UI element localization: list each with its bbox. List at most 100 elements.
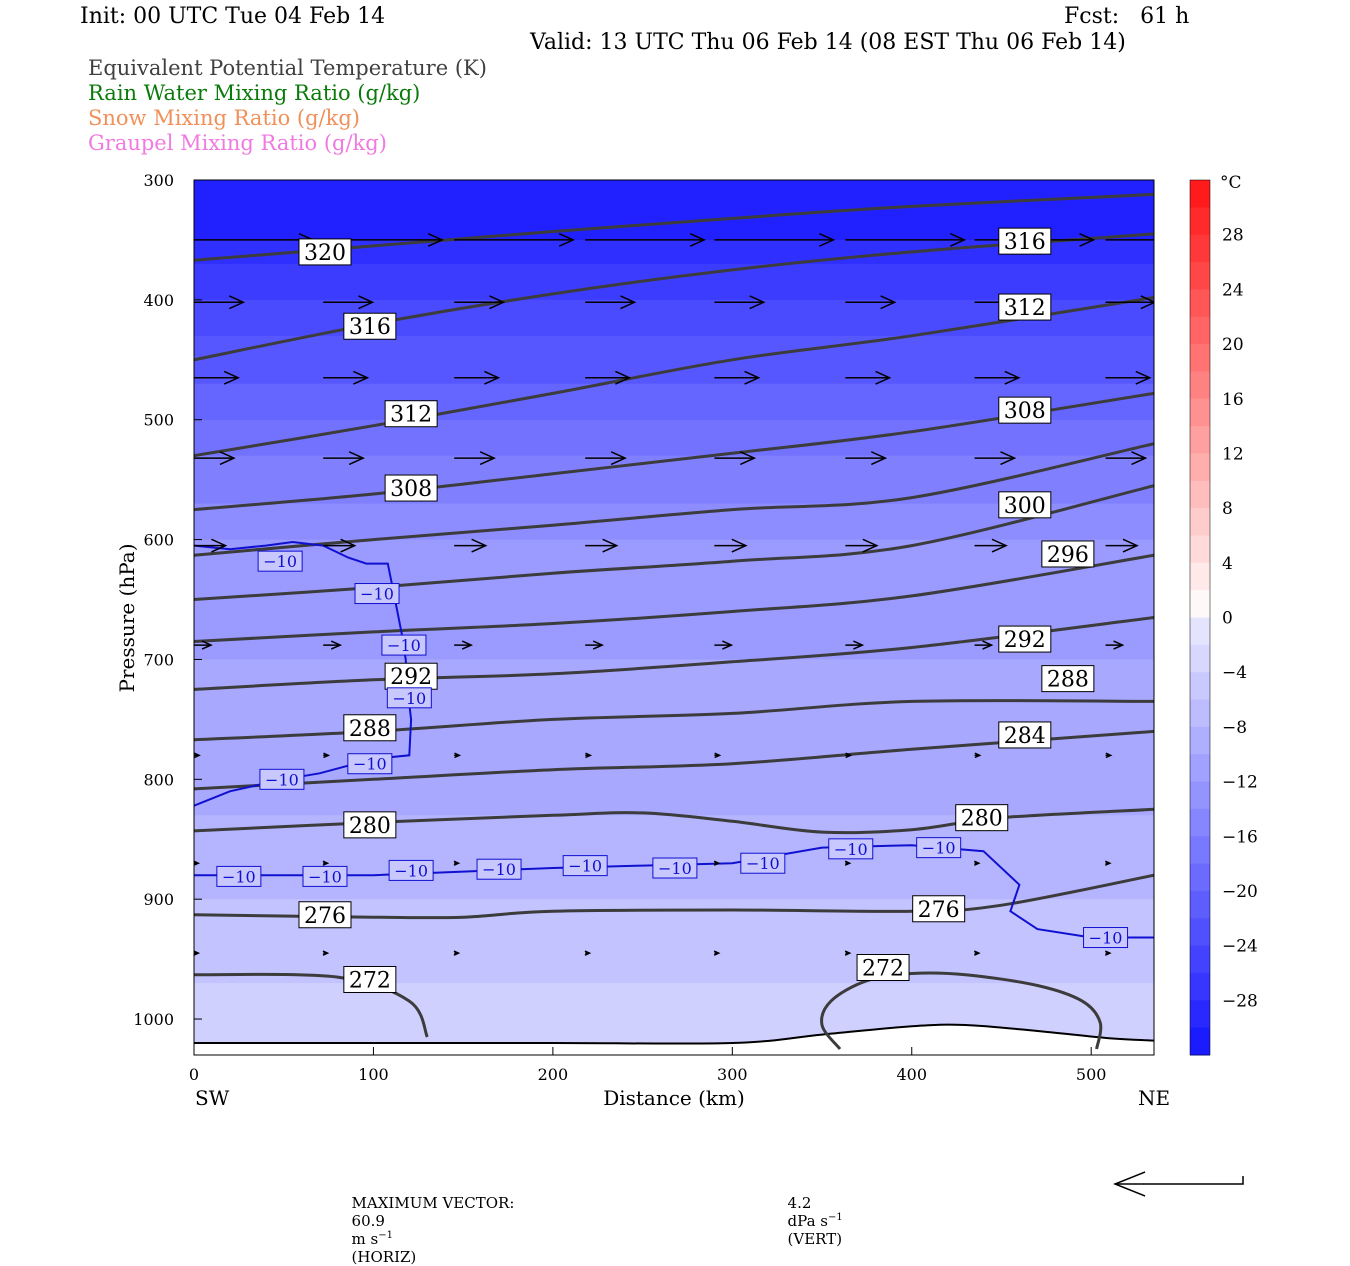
shade-band [194, 839, 1154, 853]
shade-band [194, 755, 1154, 769]
shade-band [194, 503, 1154, 517]
shade-band [194, 203, 1154, 217]
wind-vector-head [1000, 451, 1017, 466]
theta-e-contour [194, 296, 1154, 458]
colorbar-segment [1190, 262, 1210, 290]
colorbar-segment [1190, 453, 1210, 482]
wind-vector-head [592, 640, 605, 650]
shade-band [194, 923, 1154, 937]
contour-label: 316 [349, 315, 391, 340]
contour-label-box [955, 804, 1009, 832]
reference-vector-arrow [1112, 1171, 1244, 1197]
colorbar-segment [1190, 617, 1210, 646]
wind-vector-head [844, 950, 852, 956]
wind-vector-head [322, 950, 330, 956]
colorbar-segment [1190, 562, 1210, 591]
shade-band [194, 227, 1154, 241]
wind-vector-head [853, 640, 865, 650]
isotherm-label: −10 [394, 861, 428, 880]
x-tick-label: 300 [717, 1065, 748, 1084]
contour-label: 288 [1047, 668, 1089, 693]
isotherm-label-box [1083, 927, 1129, 949]
shade-band [194, 623, 1154, 637]
contour-label-box [998, 227, 1052, 255]
shade-band [194, 251, 1154, 265]
y-tick-label: 1000 [133, 1010, 174, 1029]
y-tick-label: 800 [143, 770, 174, 789]
contour-label: 272 [862, 957, 904, 982]
colorbar-segment [1190, 371, 1210, 400]
shade-band [194, 707, 1154, 721]
colorbar-segment [1190, 644, 1210, 673]
colorbar-tick-label: 20 [1222, 335, 1244, 355]
colorbar: °C 28 24 20 16 12 8 4 0 −4 −8 −12 −16 −20 −24 −28 [1189, 173, 1258, 1056]
y-tick-label: 400 [143, 291, 174, 310]
wind-vector-head [722, 640, 734, 650]
theta-e-contour [194, 553, 1154, 643]
wind-vector-head [585, 752, 593, 759]
isotherm-label-box [259, 768, 305, 790]
plot-frame [193, 179, 1155, 1056]
shade-band [194, 371, 1154, 385]
contour-label-box [1041, 665, 1095, 693]
isotherm-label-box [216, 865, 262, 887]
shade-band [194, 275, 1154, 289]
wind-vector-head [1104, 860, 1112, 866]
colorbar-tick-label: −12 [1222, 773, 1258, 793]
colorbar-segment [1190, 863, 1210, 892]
contour-label-box [298, 901, 352, 929]
colorbar-segment [1190, 289, 1210, 318]
contour-label-box [298, 238, 352, 266]
wind-vector-head [713, 860, 721, 866]
wind-vector-head [1004, 370, 1021, 385]
wind-vector-head [950, 232, 967, 247]
wind-vector-head [875, 370, 892, 385]
shade-band [194, 935, 1154, 949]
shade-band [194, 803, 1154, 817]
x-tick-label: 0 [189, 1065, 199, 1084]
wind-vector-head [471, 538, 488, 553]
wind-vector-head [558, 232, 576, 247]
colorbar-segment [1190, 590, 1210, 618]
footer-vert-exp: −1 [827, 1212, 843, 1223]
wind-vector-head [610, 451, 627, 466]
shade-band [194, 983, 1154, 997]
isotherm-label: −10 [360, 585, 394, 604]
contour-label: 316 [1004, 230, 1046, 255]
contour-label: 284 [1004, 724, 1046, 749]
y-tick-label: 300 [143, 171, 174, 190]
colorbar-tick-label: 4 [1222, 554, 1233, 574]
wind-vector-head [479, 451, 496, 466]
theta-e-contour [194, 391, 1154, 512]
axes: 0 100 200 300 400 500 300 400 500 600 700 800 900 100… [133, 171, 1106, 1084]
valid-time: Valid: 13 UTC Thu 06 Feb 14 (08 EST Thu … [530, 30, 1126, 55]
contour-label: 280 [349, 814, 391, 839]
contour-label-box [343, 714, 397, 742]
wind-vector-head [1104, 950, 1112, 956]
shade-band [194, 575, 1154, 589]
wind-vectors [194, 232, 1154, 956]
wind-vector-head [322, 860, 330, 866]
shade-band [194, 587, 1154, 601]
contour-label-box [998, 625, 1052, 653]
shade-band [194, 455, 1154, 469]
colorbar-tick-label: −20 [1222, 882, 1258, 902]
shade-band [194, 887, 1154, 901]
isotherm-label-box [652, 857, 698, 879]
shade-band [194, 695, 1154, 709]
isotherm-label: −10 [263, 552, 297, 571]
footer-vert-value: 4.2 [787, 1194, 812, 1212]
wind-vector-head [880, 295, 897, 310]
contour-label: 312 [390, 403, 432, 428]
wind-vector-head [489, 295, 506, 310]
contour-label: 312 [1004, 296, 1046, 321]
x-tick-label: 500 [1076, 1065, 1107, 1084]
shade-band [194, 515, 1154, 529]
y-tick-label: 700 [143, 650, 174, 669]
colorbar-segment [1190, 480, 1210, 509]
isotherm-label: −10 [658, 859, 692, 878]
wind-vector-head [602, 538, 619, 553]
shade-band [194, 1007, 1154, 1021]
contour-label: 296 [1047, 543, 1089, 568]
wind-vector-head [844, 860, 852, 866]
